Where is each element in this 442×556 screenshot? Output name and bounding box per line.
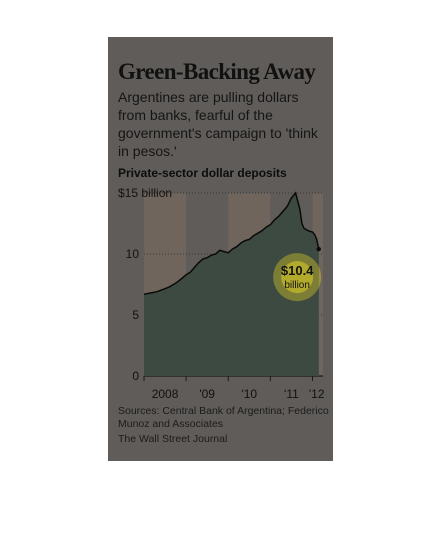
chart-title: Private-sector dollar deposits: [118, 166, 287, 180]
x-axis: 2008 '09 '10 '11 '12: [143, 376, 325, 401]
chart-headline: Green-Backing Away: [118, 59, 316, 84]
x-tick-label: '09: [199, 387, 215, 401]
value-callout: $10.4 billion: [273, 246, 322, 302]
callout-value: $10.4: [281, 263, 314, 278]
plot-area: 2008 '09 '10 '11 '12 0 5 10 $15 billion $10.4 bi…: [118, 186, 325, 401]
deposits-line: [143, 191, 320, 296]
callout-endpoint: [316, 246, 321, 252]
x-tick-label: '11: [284, 387, 299, 401]
x-tick-label: '12: [309, 387, 325, 401]
source-note: Sources: Central Bank of Argentina; Fede…: [118, 405, 329, 430]
chart-subhead: Argentines are pulling dollars from bank…: [118, 89, 318, 159]
chart-card: Green-Backing Away Argentines are pullin…: [108, 37, 333, 461]
y-tick-label: $15 billion: [118, 186, 172, 200]
callout-glow: [281, 261, 314, 294]
callout-unit: billion: [284, 280, 310, 291]
x-tick-label: 2008: [152, 387, 179, 401]
deposits-area: [144, 193, 319, 376]
x-tick-label: '10: [241, 387, 257, 401]
publisher-credit: The Wall Street Journal: [118, 433, 228, 445]
callout-halo: [273, 253, 322, 302]
y-tick-label: 0: [132, 369, 139, 383]
y-tick-label: 5: [132, 308, 139, 322]
y-tick-label: 10: [126, 247, 140, 261]
y-axis: 0 5 10 $15 billion: [118, 186, 172, 383]
